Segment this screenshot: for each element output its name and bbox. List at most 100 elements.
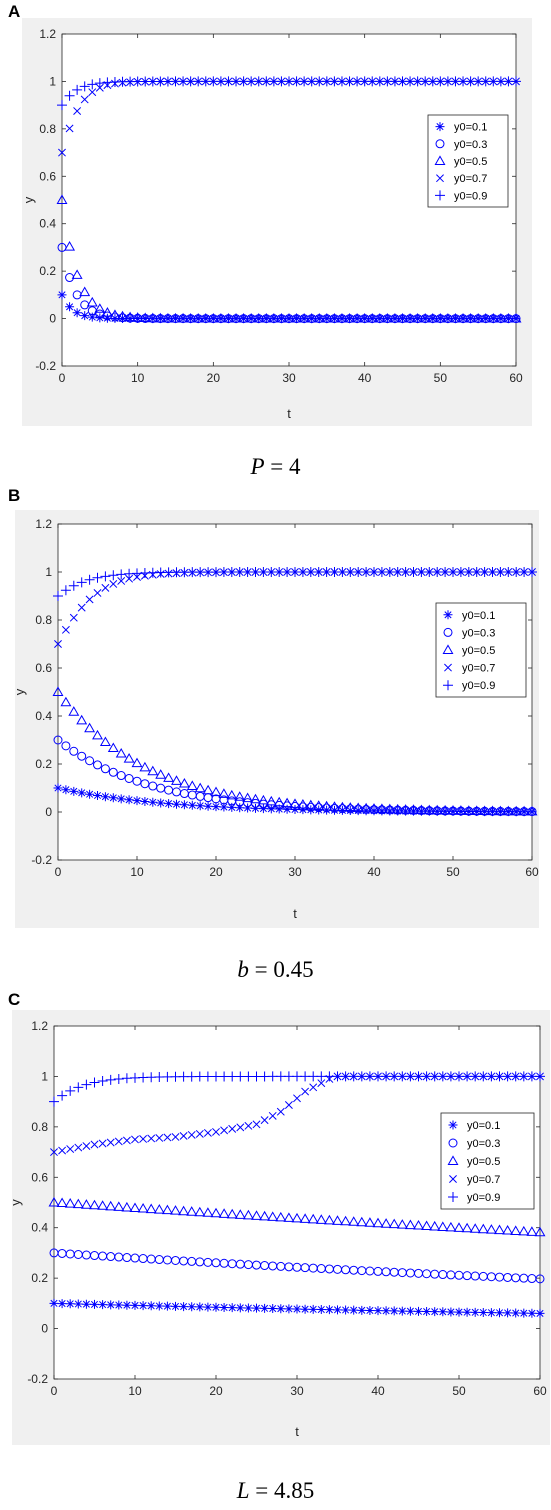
data-point bbox=[527, 1308, 537, 1318]
data-point bbox=[65, 1085, 76, 1096]
data-point bbox=[177, 312, 189, 323]
data-point bbox=[147, 765, 159, 776]
data-point bbox=[154, 312, 166, 323]
caption-b: b = 0.45 bbox=[0, 957, 551, 983]
data-point bbox=[139, 761, 151, 772]
data-point bbox=[164, 799, 174, 809]
data-point bbox=[461, 1222, 473, 1233]
data-point bbox=[155, 314, 165, 324]
data-point bbox=[495, 1308, 504, 1318]
data-point bbox=[223, 312, 234, 323]
data-point bbox=[397, 312, 408, 323]
data-point bbox=[356, 1216, 368, 1227]
data-point bbox=[109, 309, 121, 319]
series-y0=0.9 bbox=[49, 1071, 545, 1107]
data-point bbox=[81, 1299, 91, 1309]
y-tick-label: 0.4 bbox=[39, 217, 56, 231]
data-point bbox=[192, 312, 204, 323]
data-point bbox=[114, 1300, 124, 1310]
data-point bbox=[139, 312, 151, 323]
series-y0=0.3 bbox=[53, 735, 537, 817]
data-point bbox=[178, 1205, 190, 1216]
data-point bbox=[380, 1218, 392, 1228]
data-point bbox=[393, 806, 403, 816]
data-point bbox=[86, 296, 98, 307]
legend-box bbox=[427, 114, 509, 208]
data-point bbox=[472, 807, 482, 817]
data-point bbox=[414, 1306, 423, 1316]
data-point bbox=[61, 785, 71, 795]
data-point bbox=[289, 798, 301, 808]
legend: y0=0.1 y0=0.3 y0=0.5 y0=0.7 y0=0.9 bbox=[427, 114, 509, 208]
data-point bbox=[226, 789, 238, 800]
data-point bbox=[163, 1133, 172, 1142]
data-point bbox=[438, 1307, 448, 1317]
data-point bbox=[93, 791, 102, 801]
data-point bbox=[140, 779, 150, 789]
y-tick-label: 0.8 bbox=[39, 122, 56, 136]
data-point bbox=[479, 805, 491, 816]
x-tick-label: 10 bbox=[128, 1384, 142, 1398]
data-point bbox=[314, 314, 324, 324]
data-point bbox=[193, 314, 203, 324]
data-point bbox=[140, 796, 150, 806]
data-point bbox=[117, 577, 126, 585]
data-point bbox=[348, 1216, 360, 1226]
data-point bbox=[118, 313, 128, 323]
data-point bbox=[100, 792, 110, 802]
x-axis-label: t bbox=[295, 1424, 299, 1439]
data-point bbox=[364, 1217, 376, 1227]
data-point bbox=[284, 1304, 294, 1314]
data-point bbox=[323, 1214, 335, 1225]
data-point bbox=[223, 314, 233, 324]
data-point bbox=[147, 1134, 156, 1143]
x-tick-label: 30 bbox=[290, 1384, 304, 1398]
data-point bbox=[211, 802, 221, 812]
data-point bbox=[250, 793, 261, 804]
data-point bbox=[298, 805, 308, 815]
data-point bbox=[194, 1206, 206, 1217]
data-point bbox=[124, 773, 134, 783]
data-point bbox=[259, 1210, 271, 1221]
data-point bbox=[534, 1226, 546, 1237]
y-tick-label: -0.2 bbox=[35, 359, 56, 373]
data-point bbox=[105, 1074, 116, 1085]
data-point bbox=[106, 1300, 116, 1310]
data-point bbox=[194, 782, 206, 793]
data-point bbox=[58, 148, 66, 157]
data-point bbox=[276, 1107, 285, 1116]
data-point bbox=[242, 1209, 254, 1220]
data-point bbox=[108, 793, 118, 803]
data-point bbox=[138, 1301, 148, 1311]
data-point bbox=[458, 314, 468, 324]
data-point bbox=[73, 1082, 84, 1093]
data-point bbox=[344, 312, 355, 323]
data-point bbox=[349, 1305, 359, 1315]
data-point bbox=[235, 1303, 245, 1313]
caption-b-variable: b bbox=[237, 957, 249, 982]
data-point bbox=[502, 805, 514, 816]
data-point bbox=[430, 1307, 440, 1317]
series-y0=0.5 bbox=[56, 194, 522, 323]
data-point bbox=[351, 312, 363, 323]
data-point bbox=[424, 806, 434, 816]
data-point bbox=[401, 806, 411, 816]
data-point bbox=[73, 107, 82, 115]
data-point bbox=[203, 1128, 212, 1137]
data-point bbox=[179, 1131, 188, 1140]
caption-b-value: = 0.45 bbox=[248, 957, 314, 982]
data-point bbox=[437, 1221, 449, 1231]
data-point bbox=[58, 1146, 67, 1155]
x-tick-label: 50 bbox=[452, 1384, 466, 1398]
data-point bbox=[187, 800, 197, 810]
data-point bbox=[445, 1221, 457, 1232]
caption-c-variable: L bbox=[236, 1478, 250, 1503]
data-point bbox=[293, 1094, 301, 1103]
data-point bbox=[283, 1212, 295, 1222]
data-point bbox=[90, 1299, 99, 1309]
data-point bbox=[510, 1225, 522, 1235]
data-point bbox=[202, 1207, 214, 1217]
data-point bbox=[291, 1212, 303, 1223]
data-point bbox=[381, 312, 393, 323]
data-point bbox=[442, 312, 454, 323]
